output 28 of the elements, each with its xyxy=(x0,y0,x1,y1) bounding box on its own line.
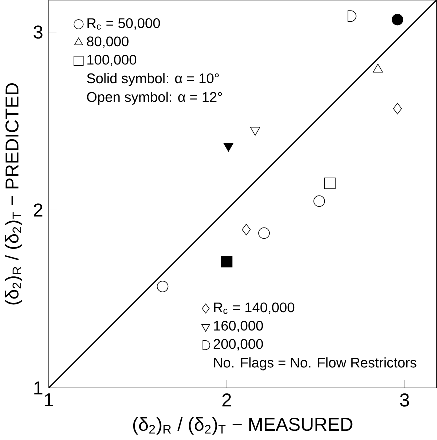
point xyxy=(314,196,326,208)
annotation: Open symbol: α = 12° xyxy=(87,92,222,105)
annotation: No. Flags = No. Flow Restrictors xyxy=(214,358,417,371)
y-tick-label: 3 xyxy=(34,26,43,39)
point xyxy=(324,178,336,190)
y-tick-label: 2 xyxy=(34,204,43,217)
y-tick-label: 1 xyxy=(34,382,43,395)
point xyxy=(224,143,234,152)
legend-label: 200,000 xyxy=(214,339,264,351)
point xyxy=(157,281,169,292)
legend-label: 80,000 xyxy=(87,36,129,48)
x-tick-label: 3 xyxy=(400,394,410,407)
annotation: Solid symbol: α = 10° xyxy=(87,73,219,86)
point xyxy=(392,14,404,26)
point xyxy=(250,127,260,136)
point xyxy=(242,224,251,236)
point xyxy=(348,10,357,22)
point xyxy=(221,256,233,268)
legend-label: 100,000 xyxy=(88,55,136,67)
legend-label: 160,000 xyxy=(214,320,264,333)
legend-label: R$_{c}$ = 140,000 xyxy=(214,302,294,314)
point xyxy=(393,103,402,115)
text: (δ$_{2}$)$_{R}$ / (δ$_{2}$)$_{T}$ − MEASURED xyxy=(133,417,353,435)
x-tick-label: 2 xyxy=(222,394,232,407)
point xyxy=(258,228,270,240)
x-tick-label: 1 xyxy=(45,394,54,406)
text: (δ$_{2}$)$_{R}$ / (δ$_{2}$)$_{T}$ − PREDICTED xyxy=(5,83,22,305)
legend-label: R$_{c}$ = 50,000 xyxy=(88,18,160,30)
